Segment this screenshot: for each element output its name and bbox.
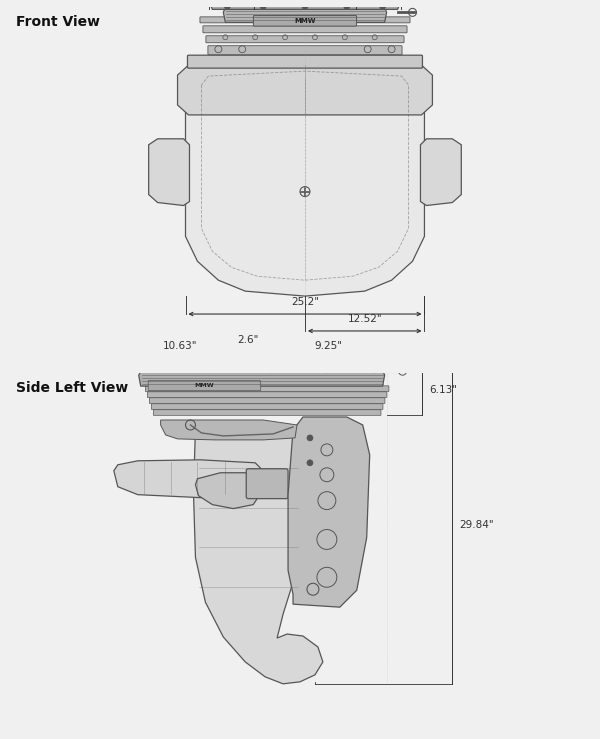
Text: 12.52": 12.52"	[347, 314, 382, 324]
Text: 2.6": 2.6"	[237, 336, 259, 345]
Polygon shape	[134, 365, 386, 372]
Circle shape	[302, 4, 308, 10]
Polygon shape	[161, 420, 297, 440]
Polygon shape	[421, 139, 461, 205]
Text: 25.2": 25.2"	[291, 297, 319, 307]
Polygon shape	[149, 139, 190, 205]
Text: Side Left View: Side Left View	[16, 381, 128, 395]
Text: MMW: MMW	[194, 383, 214, 388]
Polygon shape	[139, 370, 385, 386]
FancyBboxPatch shape	[203, 26, 407, 33]
FancyBboxPatch shape	[151, 403, 383, 409]
FancyBboxPatch shape	[148, 381, 260, 391]
Circle shape	[224, 4, 230, 10]
FancyBboxPatch shape	[200, 17, 410, 23]
FancyBboxPatch shape	[187, 55, 422, 68]
Polygon shape	[196, 473, 261, 508]
Text: 9.25": 9.25"	[314, 341, 343, 351]
Text: Front View: Front View	[16, 16, 100, 30]
Circle shape	[380, 4, 386, 10]
Text: 10.63": 10.63"	[163, 341, 198, 351]
Circle shape	[307, 435, 313, 441]
Text: 29.84": 29.84"	[459, 520, 494, 530]
FancyBboxPatch shape	[149, 398, 385, 403]
FancyBboxPatch shape	[208, 46, 402, 55]
FancyBboxPatch shape	[253, 16, 356, 26]
Polygon shape	[223, 7, 386, 22]
FancyBboxPatch shape	[206, 35, 404, 43]
Polygon shape	[288, 417, 370, 607]
FancyBboxPatch shape	[154, 409, 381, 415]
Circle shape	[344, 4, 350, 10]
FancyBboxPatch shape	[148, 392, 387, 398]
Text: MMW: MMW	[294, 18, 316, 24]
Polygon shape	[114, 460, 263, 497]
FancyBboxPatch shape	[246, 469, 288, 499]
Polygon shape	[209, 2, 401, 10]
Circle shape	[260, 4, 266, 10]
Text: 6.13": 6.13"	[430, 385, 457, 395]
Circle shape	[307, 460, 313, 466]
Polygon shape	[185, 59, 424, 296]
Polygon shape	[178, 65, 433, 115]
FancyBboxPatch shape	[145, 386, 389, 392]
Polygon shape	[193, 428, 323, 684]
